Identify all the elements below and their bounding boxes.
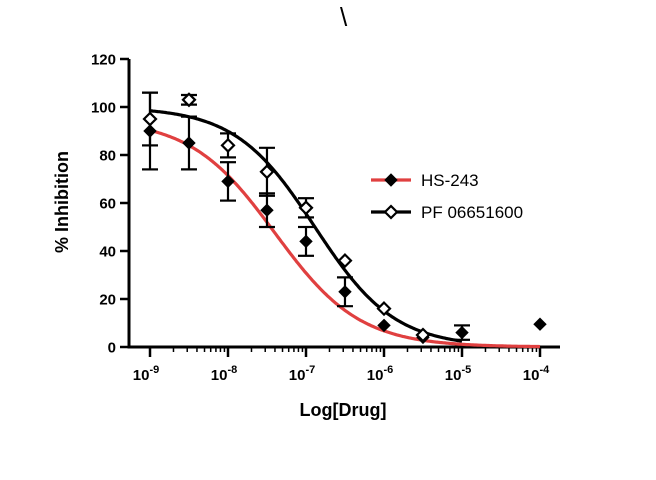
x-tick-mantissa: 10: [367, 367, 384, 384]
x-tick-mantissa: 10: [289, 367, 306, 384]
x-tick-label: 10-6: [367, 364, 393, 384]
data-point-hs-243: [338, 285, 352, 299]
data-point-pf-06651600: [415, 327, 431, 343]
data-point-pf-06651600: [142, 111, 158, 127]
data-point-hs-243: [221, 174, 235, 189]
x-tick-exponent: -5: [461, 364, 471, 376]
x-tick-label: 10-7: [289, 364, 315, 384]
legend-marker-hs-243: [384, 173, 398, 187]
x-tick-label: 10-4: [523, 364, 550, 384]
data-point-pf-06651600: [220, 137, 236, 153]
y-tick-label: 60: [99, 196, 116, 213]
data-point-pf-06651600: [181, 92, 197, 108]
x-tick-exponent: -7: [305, 364, 315, 376]
y-tick-label: 0: [108, 340, 116, 357]
data-point-hs-243: [299, 234, 313, 249]
x-tick-label: 10-8: [211, 364, 237, 384]
fit-curve-hs-243: [149, 128, 541, 349]
data-point-pf-06651600: [259, 164, 275, 180]
y-axis-title: % Inhibition: [52, 151, 72, 253]
x-tick-label: 10-5: [445, 364, 471, 384]
data-point-hs-243: [455, 325, 469, 340]
x-tick-mantissa: 10: [133, 367, 150, 384]
legend-label-pf-06651600: PF 06651600: [421, 203, 523, 222]
x-axis-title: Log[Drug]: [300, 400, 387, 420]
x-tick-mantissa: 10: [523, 367, 540, 384]
stray-backslash-mark: \: [340, 2, 348, 32]
legend-marker-pf-06651600: [383, 204, 399, 220]
x-tick-exponent: -9: [149, 364, 159, 376]
data-point-hs-243: [260, 203, 274, 217]
data-point-hs-243: [377, 318, 391, 333]
y-tick-label: 20: [99, 292, 116, 309]
data-point-pf-06651600: [337, 253, 353, 269]
y-tick-label: 80: [99, 148, 116, 165]
x-tick-exponent: -8: [227, 364, 237, 376]
data-point-pf-06651600: [298, 200, 314, 216]
legend-label-hs-243: HS-243: [421, 171, 479, 190]
y-tick-label: 40: [99, 244, 116, 261]
data-point-pf-06651600: [376, 301, 392, 317]
x-tick-mantissa: 10: [445, 367, 462, 384]
legend: HS-243 PF 06651600: [371, 171, 523, 222]
x-tick-exponent: -6: [383, 364, 393, 376]
x-tick-label: 10-9: [133, 364, 159, 384]
x-tick-mantissa: 10: [211, 367, 228, 384]
data-point-hs-243: [182, 136, 196, 150]
y-tick-label: 120: [91, 52, 116, 69]
x-tick-exponent: -4: [539, 364, 550, 376]
data-point-hs-243: [533, 317, 547, 331]
y-tick-label: 100: [91, 100, 116, 117]
